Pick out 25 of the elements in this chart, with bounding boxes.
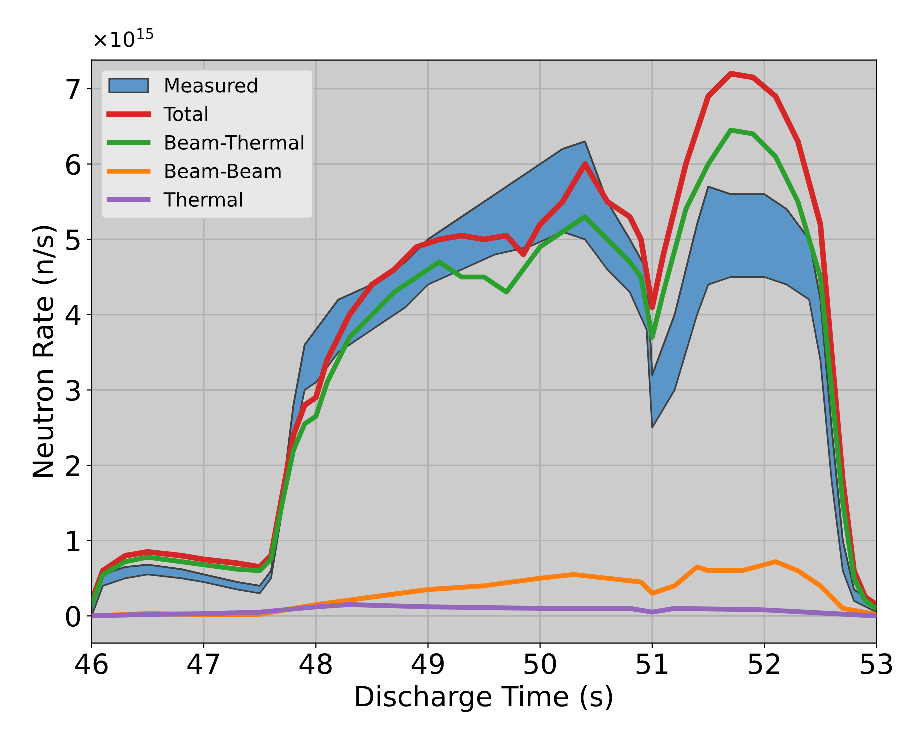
x-tick-label: 50 <box>524 653 556 674</box>
y-tick-label: 7 <box>66 79 80 100</box>
x-tick-label: 53 <box>861 653 892 674</box>
legend-label: Beam-Beam <box>166 164 281 179</box>
y-tick-label: 3 <box>66 380 80 402</box>
x-tick-label: 52 <box>749 653 780 674</box>
legend-label: Measured <box>166 78 258 93</box>
x-tick-label: 49 <box>412 653 444 674</box>
y-tick-label: 0 <box>66 606 80 628</box>
y-tick-label: 2 <box>66 455 80 476</box>
x-tick-label: 46 <box>76 653 108 674</box>
x-axis-title: Discharge Time (s) <box>356 685 612 712</box>
legend-label: Beam-Thermal <box>166 134 304 150</box>
legend-label: Total <box>164 106 208 122</box>
x-tick-label: 48 <box>300 653 332 674</box>
y-tick-label: 4 <box>66 305 81 326</box>
y-tick-label: 1 <box>68 531 80 552</box>
y-tick-label: 6 <box>66 154 80 176</box>
x-tick-label: 51 <box>636 654 668 674</box>
legend-label: Thermal <box>164 192 242 208</box>
text: ×10$^{15}$ <box>94 28 154 48</box>
line-series <box>92 602 877 619</box>
x-tick-label: 47 <box>188 654 220 674</box>
y-axis-title: Neutron Rate (n/s) <box>32 226 57 478</box>
y-tick-label: 5 <box>66 230 80 251</box>
